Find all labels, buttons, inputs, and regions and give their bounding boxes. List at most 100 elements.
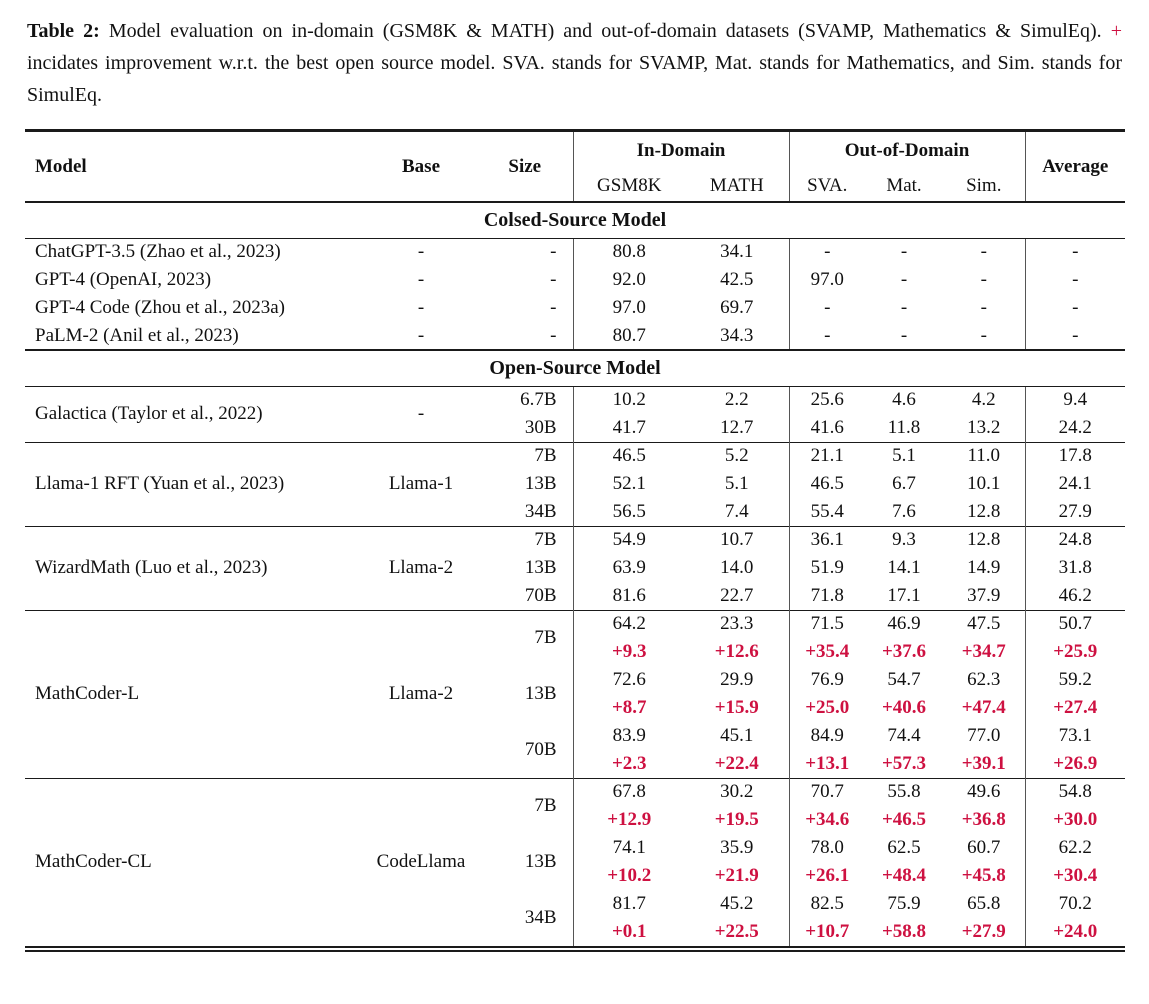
table-body: Colsed-Source Model ChatGPT-3.5 (Zhao et … <box>25 201 1126 946</box>
table-row: Llama-1 RFT (Yuan et al., 2023) Llama-1 7B… <box>25 441 1126 526</box>
cell-math: 5.2 <box>685 441 790 470</box>
cell-math: 29.9 <box>685 666 790 694</box>
cell-math: 7.4 <box>685 498 790 526</box>
cell-gsm8k: 80.8 <box>612 241 646 263</box>
cell-delta-mat: +46.5 <box>881 809 927 830</box>
cell-gsm8k: 67.8 <box>573 777 685 806</box>
cell-size: - <box>477 294 574 322</box>
cell-delta-sva: +25.0 <box>805 697 850 718</box>
cell-gsm8k: 72.6 <box>612 669 646 690</box>
cell-delta-mat: +37.6 <box>881 641 927 662</box>
cell-gsm8k: 97.0 <box>612 297 646 318</box>
cell-delta-sim: +45.8 <box>943 862 1026 890</box>
cell-delta-average: +24.0 <box>1053 921 1098 942</box>
cell-delta-sva: +35.4 <box>805 641 850 662</box>
cell-mat: 55.8 <box>865 777 943 806</box>
cell-mat: 6.7 <box>892 473 916 494</box>
cell-gsm8k: 10.2 <box>612 389 646 411</box>
cell-sva: 82.5 <box>810 893 844 914</box>
cell-size: 7B <box>477 441 574 470</box>
cell-average: - <box>1072 241 1079 263</box>
col-header-sva: SVA. <box>807 174 848 196</box>
cell-math: 2.2 <box>685 386 790 414</box>
col-header-base: Base <box>402 155 440 177</box>
cell-math: 34.1 <box>685 238 790 266</box>
table-row: GPT-4 (OpenAI, 2023) - - 92.0 42.5 97.0 - - - <box>25 266 1125 294</box>
table-row: 13B 52.1 5.1 46.5 6.7 10.1 24.1 <box>25 470 1125 498</box>
cell-delta-math: +21.9 <box>685 862 790 890</box>
table-caption: Table 2: Model evaluation on in-domain (… <box>0 0 1149 111</box>
cell-delta-mat: +58.8 <box>881 921 927 942</box>
cell-sim: 14.9 <box>943 554 1026 582</box>
cell-sim: - <box>943 238 1026 266</box>
cell-size: 6.7B <box>477 386 574 414</box>
cell-size: 7B <box>477 609 574 666</box>
cell-delta-gsm8k: +2.3 <box>611 752 647 774</box>
cell-delta-average: +25.9 <box>1053 641 1098 662</box>
cell-average: 70.2 <box>1058 893 1092 914</box>
cell-math: 5.1 <box>685 470 790 498</box>
cell-gsm8k: 63.9 <box>612 557 646 578</box>
cell-gsm8k: 56.5 <box>612 500 646 522</box>
table-row-delta: +0.1 +22.5 +10.7 +58.8 +27.9 +24.0 <box>25 918 1125 946</box>
col-header-size: Size <box>477 132 574 202</box>
cell-gsm8k: 92.0 <box>612 269 646 290</box>
cell-base: - <box>417 324 425 346</box>
cell-mat: 75.9 <box>887 893 921 914</box>
cell-sva: 71.5 <box>789 609 865 638</box>
cell-sva: 97.0 <box>810 269 844 290</box>
cell-delta-gsm8k: +9.3 <box>611 641 647 662</box>
cell-size: - <box>477 266 574 294</box>
cell-gsm8k: 41.7 <box>612 416 646 438</box>
cell-average: 17.8 <box>1025 441 1126 470</box>
cell-mat: 5.1 <box>865 441 943 470</box>
cell-model: Galactica (Taylor et al., 2022) <box>35 403 263 424</box>
table-row: Galactica (Taylor et al., 2022) - 6.7B 10.2… <box>25 386 1125 424</box>
cell-mat: 11.8 <box>887 416 921 438</box>
cell-delta-average: +27.4 <box>1053 697 1098 718</box>
cell-sim: 62.3 <box>943 666 1026 694</box>
cell-delta-average: +30.0 <box>1053 809 1098 830</box>
cell-gsm8k: 83.9 <box>612 725 646 746</box>
table-row-delta: +10.2 +21.9 +26.1 +48.4 +45.8 +30.4 <box>25 862 1125 890</box>
cell-delta-sva: +34.6 <box>805 809 850 830</box>
cell-average: - <box>1072 269 1079 290</box>
section-header-row: Colsed-Source Model <box>25 201 1126 239</box>
cell-sva: 46.5 <box>810 473 844 494</box>
cell-sva: 55.4 <box>810 500 844 522</box>
table-row: 34B 56.5 7.4 55.4 7.6 12.8 27.9 <box>25 498 1125 526</box>
table-row-delta: +9.3 +12.6 +35.4 +37.6 +34.7 +25.9 <box>25 638 1125 666</box>
cell-sva: 21.1 <box>789 441 865 470</box>
col-header-math: MATH <box>685 170 790 202</box>
cell-average: 50.7 <box>1025 609 1126 638</box>
table-row: 13B 72.6 29.9 76.9 54.7 62.3 59.2 <box>25 666 1125 722</box>
cell-math: 45.1 <box>685 722 790 750</box>
cell-base: - <box>417 269 425 290</box>
cell-math: 22.7 <box>685 582 790 610</box>
cell-delta-math: +12.6 <box>685 638 790 666</box>
cell-gsm8k: 54.9 <box>573 525 685 554</box>
cell-delta-sim: +36.8 <box>943 806 1026 834</box>
cell-base: Llama-2 <box>365 525 477 610</box>
cell-mat: 54.7 <box>887 669 921 690</box>
cell-sva: 76.9 <box>810 669 844 690</box>
cell-mat: 7.6 <box>892 500 916 522</box>
cell-sim: 12.8 <box>943 525 1026 554</box>
cell-delta-sva: +26.1 <box>805 865 850 886</box>
table-row: 13B 63.9 14.0 51.9 14.1 14.9 31.8 <box>25 554 1125 582</box>
cell-delta-math: +15.9 <box>685 694 790 722</box>
cell-sva: 41.6 <box>810 416 844 438</box>
cell-size: 34B <box>477 890 574 946</box>
cell-gsm8k: 52.1 <box>612 473 646 494</box>
cell-mat: 46.9 <box>865 609 943 638</box>
cell-gsm8k: 46.5 <box>573 441 685 470</box>
cell-average: 24.2 <box>1058 416 1092 438</box>
cell-math: 30.2 <box>685 777 790 806</box>
cell-sim: 77.0 <box>943 722 1026 750</box>
table-header: Model Base Size In-Domain Out-of-Domain … <box>25 132 1126 202</box>
cell-base: CodeLlama <box>365 777 477 946</box>
cell-average: - <box>1072 324 1079 346</box>
cell-size: 70B <box>477 722 574 778</box>
cell-sim: 37.9 <box>943 582 1026 610</box>
cell-model: PaLM-2 (Anil et al., 2023) <box>35 324 239 346</box>
